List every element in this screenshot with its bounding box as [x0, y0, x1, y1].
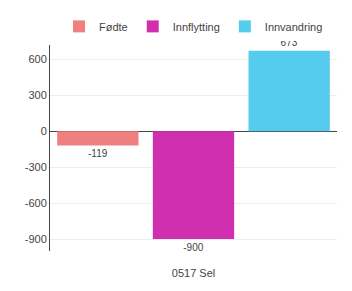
- svg-text:Fødte: Fødte: [99, 21, 128, 33]
- svg-text:Innvandring: Innvandring: [265, 21, 323, 33]
- svg-text:600: 600: [28, 53, 46, 65]
- svg-text:0: 0: [41, 125, 47, 137]
- svg-text:300: 300: [28, 89, 46, 101]
- svg-text:Innflytting: Innflytting: [173, 21, 220, 33]
- svg-text:0517 Sel: 0517 Sel: [172, 267, 215, 279]
- svg-text:-600: -600: [25, 197, 47, 209]
- svg-text:-119: -119: [88, 148, 108, 159]
- svg-text:-900: -900: [183, 242, 203, 253]
- svg-text:673: 673: [280, 36, 298, 48]
- svg-text:-900: -900: [25, 233, 47, 245]
- svg-text:-300: -300: [25, 161, 47, 173]
